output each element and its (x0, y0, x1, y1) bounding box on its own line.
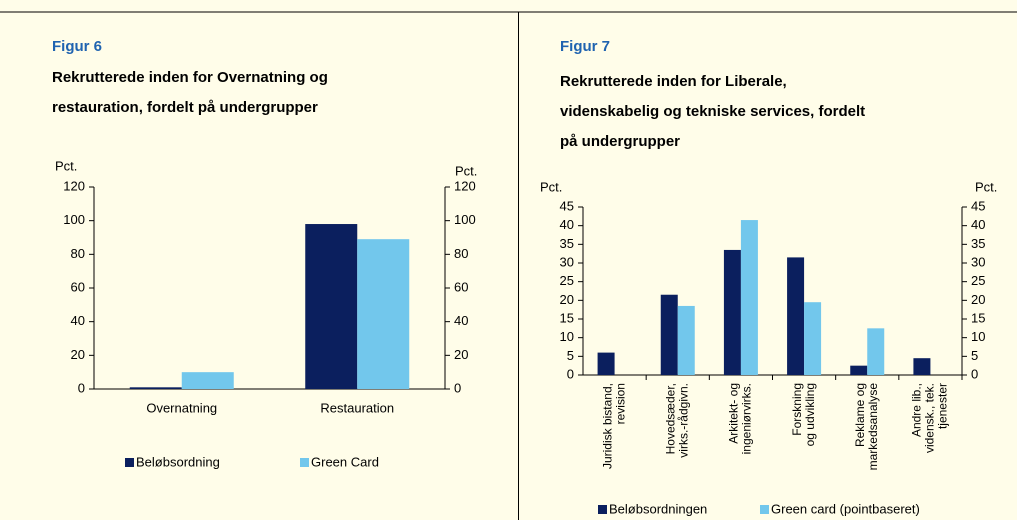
y2-tick-label: 10 (971, 329, 985, 344)
y-axis-label: Pct. (55, 158, 77, 173)
legend-swatch (125, 458, 134, 467)
y2-tick-label: 30 (971, 254, 985, 269)
x-tick-label: Andre lib., (910, 383, 924, 437)
x-tick-label: tjenester (936, 383, 950, 429)
y-tick-label: 25 (560, 273, 574, 288)
y2-tick-label: 40 (971, 217, 985, 232)
bar (740, 220, 758, 375)
legend-label: Green Card (311, 454, 379, 469)
bar (804, 302, 822, 375)
x-tick-label: Juridisk bistand, (600, 383, 614, 469)
y-tick-label: 0 (567, 366, 574, 381)
x-tick-label: Overnatning (146, 400, 217, 415)
y-tick-label: 80 (71, 246, 85, 261)
bar (867, 328, 885, 375)
y2-tick-label: 60 (454, 279, 468, 294)
legend-swatch (760, 505, 769, 514)
y2-tick-label: 5 (971, 348, 978, 363)
bar (913, 358, 931, 375)
chart-title: Rekrutterede inden for Liberale, (560, 73, 787, 90)
y-tick-label: 45 (560, 198, 574, 213)
bar (850, 365, 868, 375)
y2-tick-label: 120 (454, 178, 476, 193)
legend-label: Green card (pointbaseret) (771, 501, 920, 516)
y2-tick-label: 35 (971, 236, 985, 251)
chart-title: restauration, fordelt på undergrupper (52, 99, 318, 116)
y2-tick-label: 40 (454, 313, 468, 328)
legend-label: Beløbsordning (136, 454, 220, 469)
y2-tick-label: 20 (971, 292, 985, 307)
y2-tick-label: 45 (971, 198, 985, 213)
chart-title: videnskabelig og tekniske services, ford… (560, 103, 865, 120)
y-tick-label: 5 (567, 348, 574, 363)
y-tick-label: 60 (71, 279, 85, 294)
chart-title: på undergrupper (560, 133, 680, 150)
x-tick-label: vidensk., tek. (923, 383, 937, 453)
y2-tick-label: 20 (454, 347, 468, 362)
y-tick-label: 20 (560, 292, 574, 307)
y-tick-label: 30 (560, 254, 574, 269)
y2-tick-label: 0 (454, 380, 461, 395)
bar (357, 239, 410, 389)
y2-tick-label: 100 (454, 212, 476, 227)
y-axis-label: Pct. (540, 179, 562, 194)
y-tick-label: 40 (560, 217, 574, 232)
legend-swatch (598, 505, 607, 514)
x-tick-label: revision (613, 383, 627, 424)
y-tick-label: 40 (71, 313, 85, 328)
y-tick-label: 35 (560, 236, 574, 251)
x-tick-label: Restauration (320, 400, 394, 415)
figure-label: Figur 6 (52, 38, 102, 55)
y-tick-label: 100 (63, 212, 85, 227)
x-tick-label: Reklame og (853, 383, 867, 447)
x-tick-label: virks.-rådgivn. (676, 383, 690, 458)
bar (305, 224, 358, 389)
y-tick-label: 15 (560, 310, 574, 325)
y2-tick-label: 80 (454, 246, 468, 261)
y2-axis-label: Pct. (975, 179, 997, 194)
x-tick-label: Arkitekt- og (727, 383, 741, 444)
x-tick-label: Hovedsæder, (663, 383, 677, 454)
legend-label: Beløbsordningen (609, 501, 707, 516)
bar (660, 294, 678, 375)
x-tick-label: og udvikling (803, 383, 817, 446)
bar (723, 249, 741, 375)
x-tick-label: ingeniørvirks. (740, 383, 754, 454)
figure-label: Figur 7 (560, 38, 610, 55)
bar (597, 352, 615, 375)
y-tick-label: 20 (71, 347, 85, 362)
bar (787, 257, 805, 375)
y-tick-label: 10 (560, 329, 574, 344)
x-tick-label: Forskning (790, 383, 804, 436)
bar (129, 387, 182, 389)
y-tick-label: 120 (63, 178, 85, 193)
y2-tick-label: 0 (971, 366, 978, 381)
legend-swatch (300, 458, 309, 467)
y-tick-label: 0 (78, 380, 85, 395)
y2-tick-label: 25 (971, 273, 985, 288)
x-tick-label: markedsanalyse (866, 383, 880, 471)
chart-title: Rekrutterede inden for Overnatning og (52, 69, 328, 86)
bar (181, 372, 234, 389)
bar (677, 305, 695, 375)
y2-axis-label: Pct. (455, 163, 477, 178)
y2-tick-label: 15 (971, 310, 985, 325)
